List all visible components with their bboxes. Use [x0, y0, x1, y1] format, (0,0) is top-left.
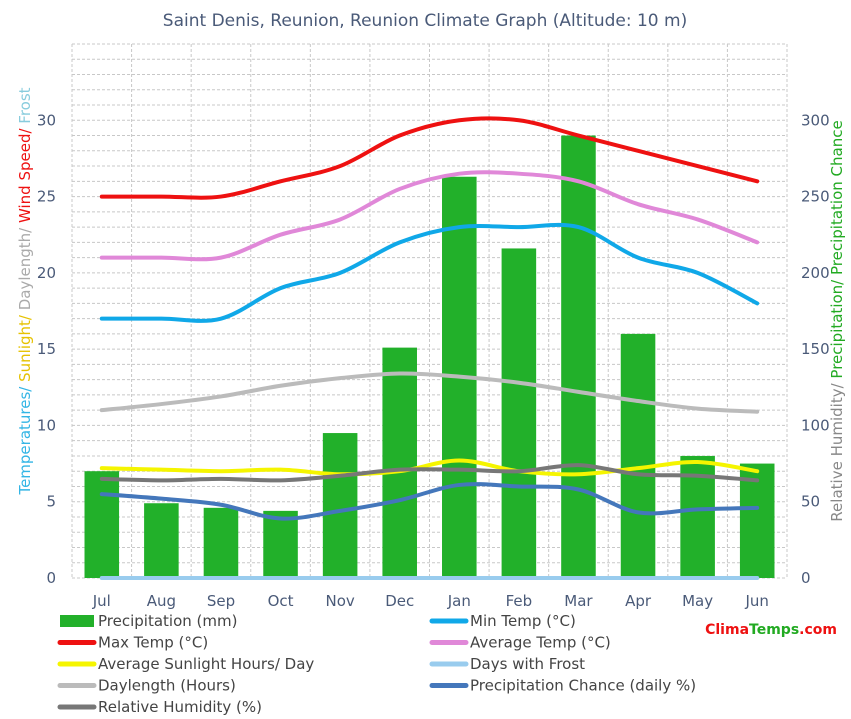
precipitation-bar-nov — [322, 433, 358, 578]
series-line-precipitation-chance-daily — [99, 482, 760, 521]
precipitation-bar-dec — [382, 347, 417, 578]
right-axis-tick: 250 — [801, 188, 830, 206]
brand-part-temps: Temps — [749, 622, 799, 638]
right-axis-tick: 300 — [801, 111, 830, 129]
legend-label-relative-humidity: Relative Humidity (%) — [98, 698, 262, 716]
legend-label-precipitation-mm: Precipitation (mm) — [98, 612, 237, 630]
month-tick-label: Apr — [625, 592, 652, 610]
series-line-daylength-hours — [99, 371, 760, 414]
legend-label-min-temp-c: Min Temp (°C) — [470, 612, 576, 630]
left-axis-title-part: Daylength/ — [16, 227, 34, 315]
right-axis-tick: 0 — [801, 569, 811, 587]
legend-swatch-precipitation-mm — [60, 615, 94, 627]
right-axis-title-part: Precipitation Chance — [828, 120, 846, 279]
left-axis-tick: 0 — [46, 569, 56, 587]
month-tick-label: Jul — [92, 592, 111, 610]
month-tick-label: Mar — [564, 592, 593, 610]
month-tick-label: Feb — [506, 592, 533, 610]
right-axis-title: Relative Humidity/ Precipitation/ Precip… — [828, 120, 846, 521]
left-axis-tick: 15 — [37, 340, 56, 358]
month-tick-label: Jun — [744, 592, 768, 610]
left-axis-tick: 25 — [37, 188, 56, 206]
precipitation-bar-aug — [144, 503, 179, 578]
left-axis-title-part: Frost — [16, 87, 34, 128]
month-tick-label: Oct — [268, 592, 294, 610]
series-line-min-temp-c — [99, 222, 760, 323]
month-tick-label: Jan — [447, 592, 471, 610]
right-axis-tick: 150 — [801, 340, 830, 358]
left-axis-title-part: Sunlight/ — [16, 314, 34, 387]
legend-label-average-temp-c: Average Temp (°C) — [470, 634, 611, 652]
chart-title: Saint Denis, Reunion, Reunion Climate Gr… — [163, 11, 687, 31]
climatemps-logo[interactable]: ClimaTemps.com — [705, 622, 837, 638]
precipitation-bar-mar — [561, 135, 596, 579]
legend-label-days-with-frost: Days with Frost — [470, 655, 585, 673]
series-line-average-temp-c — [99, 170, 760, 262]
precipitation-bars — [84, 135, 775, 579]
right-axis-tick: 100 — [801, 416, 830, 434]
brand-part-com: .com — [799, 622, 837, 638]
left-axis-tick: 30 — [37, 111, 56, 129]
precipitation-bar-oct — [263, 510, 298, 578]
month-tick-label: Dec — [385, 592, 414, 610]
month-tick-label: May — [682, 592, 713, 610]
left-axis-tick: 5 — [46, 493, 56, 511]
right-axis-tick: 50 — [801, 493, 820, 511]
precipitation-bar-apr — [620, 333, 656, 578]
legend-label-daylength-hours: Daylength (Hours) — [98, 677, 236, 695]
month-tick-label: Nov — [325, 592, 354, 610]
precipitation-bar-jul — [84, 471, 120, 578]
left-axis-tick: 10 — [37, 416, 56, 434]
legend-label-precipitation-chance-daily: Precipitation Chance (daily %) — [470, 677, 696, 695]
right-axis-title-part: Precipitation/ — [828, 279, 846, 384]
series-line-average-sunlight-hours-day — [99, 458, 760, 477]
right-axis-tick: 200 — [801, 264, 830, 282]
month-tick-label: Aug — [147, 592, 176, 610]
precipitation-bar-sep — [203, 507, 239, 578]
series-line-relative-humidity — [99, 463, 760, 483]
series-line-max-temp-c — [99, 116, 760, 200]
right-axis-title-part: Relative Humidity/ — [828, 382, 846, 521]
brand-part-clima: Clima — [705, 622, 749, 638]
series-lines — [99, 116, 760, 580]
legend: Precipitation (mm) Min Temp (°C) Max Temp … — [57, 612, 696, 716]
precipitation-bar-jun — [739, 463, 775, 578]
left-axis-title: Temperatures/ Sunlight/ Daylength/ Wind … — [16, 87, 34, 495]
left-axis-title-part: Wind Speed/ — [16, 128, 34, 228]
legend-label-max-temp-c: Max Temp (°C) — [98, 634, 208, 652]
precipitation-bar-feb — [501, 248, 537, 578]
month-tick-label: Sep — [207, 592, 235, 610]
left-axis-title-part: Temperatures/ — [16, 386, 34, 496]
left-axis-tick: 20 — [37, 264, 56, 282]
legend-label-average-sunlight-hours-day: Average Sunlight Hours/ Day — [98, 655, 314, 673]
